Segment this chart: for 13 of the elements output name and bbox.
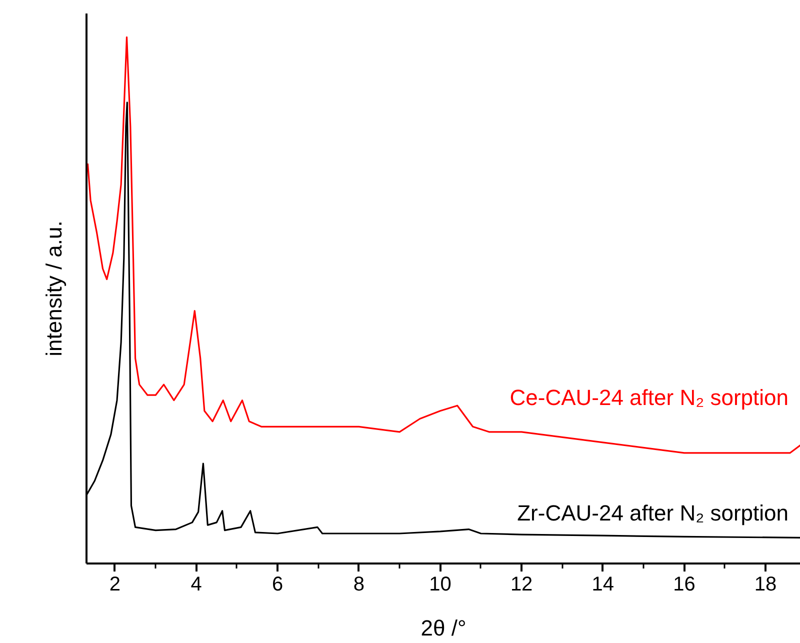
x-tick-label: 10	[429, 574, 452, 596]
x-tick-label: 18	[754, 574, 777, 596]
x-tick-label: 8	[353, 574, 364, 596]
x-tick-label: 12	[510, 574, 533, 596]
x-tick-label: 14	[592, 574, 614, 596]
y-axis-title: intensity / a.u.	[42, 220, 66, 356]
x-tick-label: 2	[109, 574, 121, 596]
series-label: Ce-CAU-24 after N₂ sorption	[510, 385, 788, 410]
x-tick-label: 4	[190, 574, 202, 596]
series-label: Zr-CAU-24 after N₂ sorption	[517, 500, 788, 526]
x-axis-title: 2θ /°	[420, 616, 466, 640]
x-tick-label: 6	[272, 574, 284, 596]
x-tick-label: 16	[673, 574, 696, 596]
